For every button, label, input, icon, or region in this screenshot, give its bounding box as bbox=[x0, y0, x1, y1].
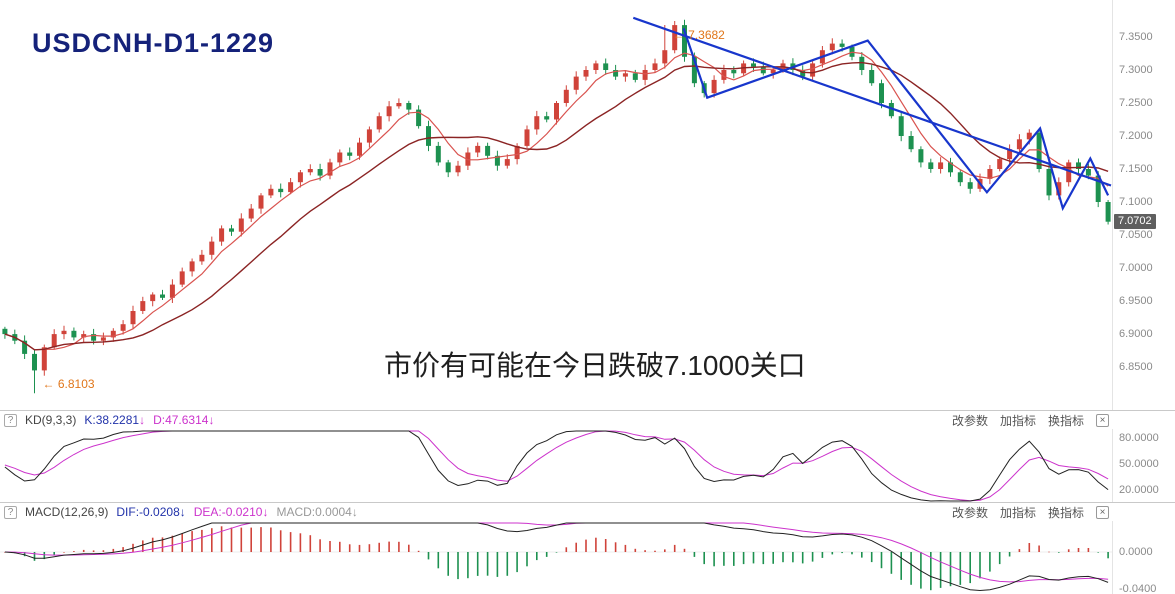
kd-d-value: D:47.6314↓ bbox=[153, 413, 215, 427]
annotation-low: ← 6.8103 bbox=[43, 377, 95, 391]
axis-label: 7.0500 bbox=[1119, 229, 1153, 241]
axis-label: 6.8500 bbox=[1119, 361, 1153, 374]
annotation-arrow-icon: ← bbox=[672, 28, 685, 42]
candlestick-plot[interactable] bbox=[0, 0, 1113, 410]
kd-header: ? KD(9,3,3) K:38.2281↓ D:47.6314↓ 改参数 加指… bbox=[0, 411, 1113, 429]
current-price-badge: 7.0702 bbox=[1114, 213, 1156, 229]
help-icon[interactable]: ? bbox=[4, 413, 17, 427]
axis-label: 6.9000 bbox=[1119, 328, 1153, 341]
macd-axis: 0.0000 -0.0400 bbox=[1112, 521, 1175, 594]
switch-indicator-button[interactable]: 换指标 bbox=[1047, 413, 1084, 428]
kd-indicator-panel: ? KD(9,3,3) K:38.2281↓ D:47.6314↓ 改参数 加指… bbox=[0, 410, 1175, 503]
switch-indicator-button[interactable]: 换指标 bbox=[1047, 505, 1084, 520]
macd-histogram bbox=[0, 526, 1113, 591]
kd-k-value: K:38.2281↓ bbox=[84, 413, 146, 427]
annotation-high-value: 7.3682 bbox=[688, 28, 725, 42]
axis-label: 7.1000 bbox=[1119, 196, 1153, 208]
change-params-button[interactable]: 改参数 bbox=[951, 413, 988, 428]
arrow-down-icon: ↓ bbox=[262, 505, 269, 519]
arrow-down-icon: ↓ bbox=[351, 505, 358, 519]
axis-label: 7.0000 bbox=[1119, 262, 1153, 275]
macd-plot bbox=[0, 522, 1113, 592]
price-breakdown-note: 市价有可能在今日跌破7.1000关口 bbox=[384, 350, 806, 381]
change-params-button[interactable]: 改参数 bbox=[951, 505, 988, 520]
axis-label: 0.0000 bbox=[1119, 546, 1153, 558]
trendlines bbox=[632, 16, 1112, 212]
candles bbox=[2, 19, 1111, 394]
axis-label: 20.0000 bbox=[1119, 484, 1159, 496]
annotation-arrow-icon: ← bbox=[42, 377, 55, 392]
close-icon[interactable]: × bbox=[1096, 413, 1109, 427]
kd-lines bbox=[4, 430, 1109, 502]
annotation-low-value: 6.8103 bbox=[57, 377, 95, 392]
axis-label: 7.2000 bbox=[1119, 130, 1153, 142]
kd-axis: 80.0000 50.0000 20.0000 bbox=[1112, 429, 1175, 503]
arrow-down-icon: ↓ bbox=[179, 505, 186, 519]
axis-label: 6.9500 bbox=[1119, 295, 1153, 308]
close-icon[interactable]: × bbox=[1096, 505, 1109, 519]
ma-lines bbox=[4, 51, 1109, 351]
macd-dea-value: DEA:-0.0210↓ bbox=[193, 505, 269, 519]
add-indicator-button[interactable]: 加指标 bbox=[999, 413, 1036, 428]
axis-label: 80.0000 bbox=[1119, 432, 1159, 444]
axis-label: 7.1500 bbox=[1119, 163, 1153, 175]
add-indicator-button[interactable]: 加指标 bbox=[999, 505, 1036, 520]
arrow-down-icon: ↓ bbox=[208, 413, 215, 427]
axis-label: -0.0400 bbox=[1119, 583, 1157, 594]
help-icon[interactable]: ? bbox=[4, 505, 17, 519]
macd-header: ? MACD(12,26,9) DIF:-0.0208↓ DEA:-0.0210… bbox=[0, 503, 1113, 521]
kd-plot bbox=[4, 430, 1109, 502]
macd-indicator-panel: ? MACD(12,26,9) DIF:-0.0208↓ DEA:-0.0210… bbox=[0, 502, 1175, 594]
chart-title: USDCNH-D1-1229 bbox=[32, 28, 275, 58]
kd-indicator-name: KD(9,3,3) bbox=[25, 413, 77, 427]
annotation-high: ← 7.3682 bbox=[673, 28, 725, 42]
macd-lines bbox=[4, 522, 1109, 592]
price-axis: 7.0702 7.3500 7.3000 7.2500 7.2000 7.1500 7.1… bbox=[1112, 0, 1175, 410]
macd-indicator-name: MACD(12,26,9) bbox=[25, 505, 109, 519]
main-chart-panel: USDCNH-D1-1229 ← 7.3682 ← 6.8103 市价有可能在今… bbox=[0, 0, 1175, 410]
axis-label: 7.3500 bbox=[1119, 31, 1153, 43]
axis-label: 50.0000 bbox=[1119, 458, 1159, 470]
axis-label: 7.2500 bbox=[1119, 97, 1153, 109]
axis-label: 7.3000 bbox=[1119, 64, 1153, 76]
macd-hist-value: MACD:0.0004↓ bbox=[276, 505, 358, 519]
macd-dif-value: DIF:-0.0208↓ bbox=[116, 505, 186, 519]
arrow-down-icon: ↓ bbox=[139, 413, 146, 427]
